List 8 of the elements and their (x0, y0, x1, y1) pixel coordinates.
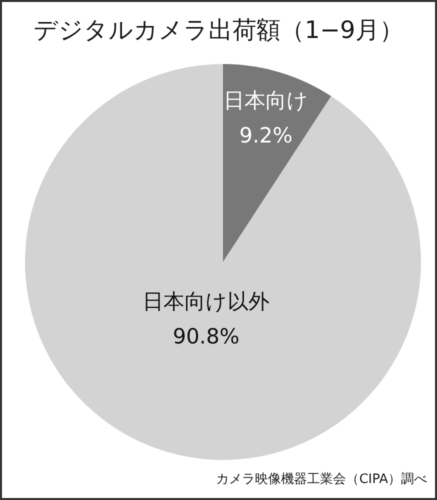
text: カメラ映像機器工業会（CIPA）調べ (216, 472, 427, 488)
data-label: 9.2% (239, 123, 293, 148)
slice-label: 日本向け (223, 88, 308, 112)
pie-slice (223, 64, 332, 262)
pie-slice (25, 64, 421, 460)
data-label: 90.8% (172, 324, 240, 348)
chart-title: デジタルカメラ出荷額（1−9月） (32, 15, 404, 46)
slice-label: 日本向け以外 (142, 289, 270, 314)
